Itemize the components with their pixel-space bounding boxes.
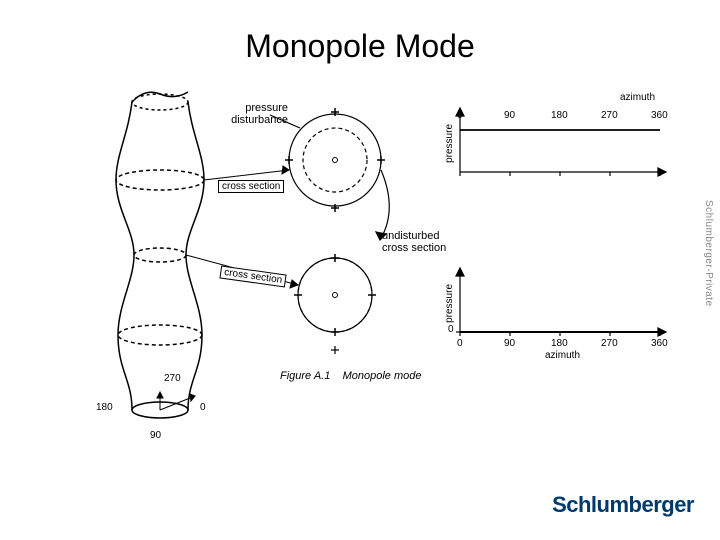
tick-b-180: 180 [551, 338, 568, 349]
compass-90: 90 [150, 430, 161, 441]
cross-section-top [270, 108, 389, 240]
tick-top-0: 0 [457, 110, 463, 121]
label-cross-section-top: cross section [218, 180, 284, 193]
tick-top-180: 180 [551, 110, 568, 121]
label-azimuth-top: azimuth [620, 92, 655, 103]
tick-b-360: 360 [651, 338, 668, 349]
caption-text: Monopole mode [343, 370, 422, 382]
tick-b-0: 0 [457, 338, 463, 349]
chart-bottom [456, 268, 666, 336]
diagram-area: pressuredisturbance cross section cross … [100, 80, 680, 460]
label-pressure-top: pressure [444, 124, 455, 163]
monopole-diagram [100, 80, 680, 460]
tick-b-270: 270 [601, 338, 618, 349]
label-pressure-bottom: pressure [444, 284, 455, 323]
cross-section-bottom [294, 254, 376, 354]
tick-top-360: 360 [651, 110, 668, 121]
borehole-shape [116, 92, 204, 418]
schlumberger-logo: Schlumberger [552, 492, 694, 518]
page-title: Monopole Mode [0, 28, 720, 65]
tick-top-270: 270 [601, 110, 618, 121]
label-pressure-disturbance: pressuredisturbance [228, 102, 288, 126]
confidential-watermark: Schlumberger-Private [703, 200, 714, 307]
tick-top-90: 90 [504, 110, 515, 121]
label-azimuth-bottom: azimuth [545, 350, 580, 361]
cross-section-link-top [204, 166, 289, 180]
caption-id: Figure A.1 [280, 370, 330, 382]
compass-270: 270 [164, 373, 181, 384]
figure-caption: Figure A.1 Monopole mode [280, 370, 421, 382]
tick-b0y: 0 [448, 324, 454, 335]
compass-0: 0 [200, 402, 206, 413]
tick-b-90: 90 [504, 338, 515, 349]
label-undisturbed: undisturbedcross section [382, 230, 446, 254]
compass-180: 180 [96, 402, 113, 413]
